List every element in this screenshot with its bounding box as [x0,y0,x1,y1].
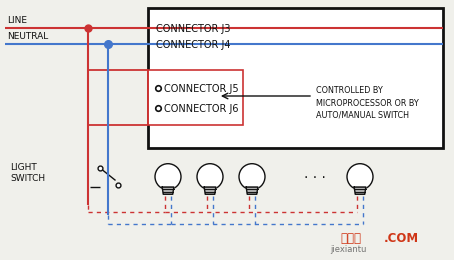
Polygon shape [204,187,216,194]
Text: · · ·: · · · [304,171,326,185]
Polygon shape [354,187,366,194]
Text: CONNECTOR J4: CONNECTOR J4 [156,40,231,50]
Text: 接线图: 接线图 [340,231,361,244]
Text: NEUTRAL: NEUTRAL [7,32,48,41]
Circle shape [239,164,265,190]
Text: .COM: .COM [384,231,419,244]
Circle shape [347,164,373,190]
Text: LINE: LINE [7,16,27,25]
Circle shape [155,164,181,190]
Text: jiexiantu: jiexiantu [330,245,366,255]
Text: CONTROLLED BY
MICROPROCESSOR OR BY
AUTO/MANUAL SWITCH: CONTROLLED BY MICROPROCESSOR OR BY AUTO/… [316,86,419,120]
Polygon shape [162,187,174,194]
Text: CONNECTOR J6: CONNECTOR J6 [164,104,238,114]
Text: CONNECTOR J5: CONNECTOR J5 [164,84,239,94]
Bar [148,70,243,125]
Text: CONNECTOR J3: CONNECTOR J3 [156,24,231,34]
Bar [148,8,443,148]
Text: LIGHT
SWITCH: LIGHT SWITCH [10,163,45,183]
Polygon shape [246,187,258,194]
Circle shape [197,164,223,190]
